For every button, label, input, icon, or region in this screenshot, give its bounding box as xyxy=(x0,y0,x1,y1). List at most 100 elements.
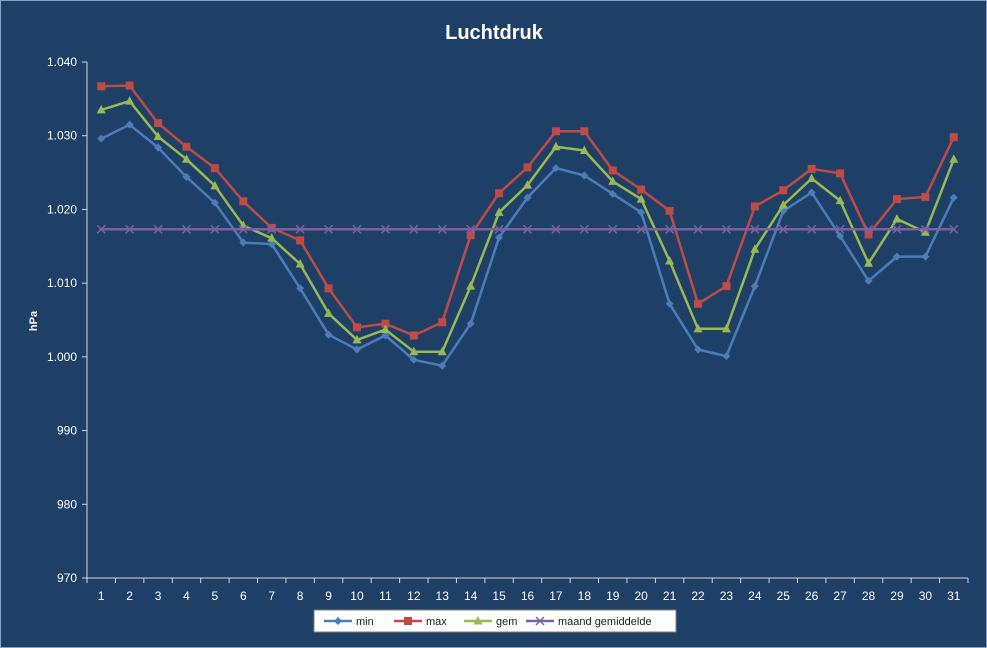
x-tick-label: 12 xyxy=(407,589,421,603)
data-point-max xyxy=(438,318,447,327)
data-point-max xyxy=(779,186,788,195)
x-tick-label: 28 xyxy=(862,589,876,603)
data-point-gem xyxy=(636,194,646,203)
data-point-min xyxy=(637,208,646,217)
data-point-maand-gemiddelde xyxy=(665,224,675,234)
data-point-min xyxy=(580,171,589,180)
data-point-max xyxy=(580,127,589,136)
data-point-gem xyxy=(466,281,476,290)
data-point-max xyxy=(892,195,901,204)
data-point-gem xyxy=(295,258,305,268)
data-point-maand-gemiddelde xyxy=(181,224,191,234)
data-point-gem xyxy=(835,195,845,205)
data-point-min xyxy=(551,164,560,173)
legend-marker-max xyxy=(404,617,412,625)
legend-label-min: min xyxy=(356,616,374,628)
x-tick-label: 13 xyxy=(436,589,450,603)
data-point-min xyxy=(836,231,845,240)
data-point-gem xyxy=(864,258,874,267)
data-point-min xyxy=(495,233,504,242)
legend-marker-gem xyxy=(473,616,483,625)
data-point-min xyxy=(296,284,305,293)
y-tick-label: 1.010 xyxy=(47,276,77,290)
data-point-maand-gemiddelde xyxy=(380,224,390,234)
data-point-max xyxy=(352,323,361,332)
data-point-gem xyxy=(153,131,163,140)
data-point-min xyxy=(210,198,219,207)
data-point-max xyxy=(125,81,134,90)
data-point-maand-gemiddelde xyxy=(864,224,874,234)
chart-title: Luchtdruk xyxy=(445,22,544,44)
data-point-max xyxy=(324,284,333,293)
legend-box xyxy=(313,609,677,633)
legend-item-max: max xyxy=(394,616,447,628)
x-tick-label: 1 xyxy=(98,589,105,603)
data-point-max xyxy=(97,82,106,91)
y-tick-label: 1.030 xyxy=(47,129,77,143)
data-point-max xyxy=(182,142,191,151)
x-tick-label: 26 xyxy=(805,589,819,603)
legend-label-maand-gemiddelde: maand gemiddelde xyxy=(558,616,652,628)
data-point-maand-gemiddelde xyxy=(210,224,220,234)
data-point-min xyxy=(722,352,731,361)
data-point-gem xyxy=(949,154,959,163)
data-point-gem xyxy=(665,256,675,265)
data-point-max xyxy=(694,299,703,308)
legend-item-maand-gemiddelde: maand gemiddelde xyxy=(526,616,652,628)
data-point-maand-gemiddelde xyxy=(750,224,760,234)
x-tick-label: 8 xyxy=(297,589,304,603)
series-gem xyxy=(96,96,959,356)
data-point-max xyxy=(750,202,759,211)
data-point-maand-gemiddelde xyxy=(324,224,334,234)
data-point-gem xyxy=(920,227,930,236)
data-point-maand-gemiddelde xyxy=(125,224,135,234)
data-point-max xyxy=(267,223,276,232)
data-point-gem xyxy=(96,104,106,114)
data-point-max xyxy=(409,331,418,340)
data-point-max xyxy=(523,163,532,172)
data-point-gem xyxy=(125,96,135,105)
y-tick-label: 1.040 xyxy=(47,55,77,69)
series-min xyxy=(97,120,958,370)
data-point-maand-gemiddelde xyxy=(352,224,362,234)
data-point-min xyxy=(324,330,333,339)
data-point-gem xyxy=(693,323,703,333)
data-point-gem xyxy=(807,173,817,182)
data-point-min xyxy=(125,120,134,129)
data-point-maand-gemiddelde xyxy=(466,224,476,234)
x-tick-label: 9 xyxy=(325,589,332,603)
data-point-max xyxy=(637,185,646,194)
x-tick-label: 31 xyxy=(947,589,961,603)
data-point-maand-gemiddelde xyxy=(153,224,163,234)
data-point-maand-gemiddelde xyxy=(409,224,419,234)
data-point-gem xyxy=(523,180,532,189)
data-point-maand-gemiddelde xyxy=(721,224,731,234)
data-point-maand-gemiddelde xyxy=(920,224,930,234)
y-axis-title: hPa xyxy=(28,310,40,331)
data-point-max xyxy=(807,164,816,173)
x-tick-label: 7 xyxy=(268,589,275,603)
data-point-min xyxy=(352,345,361,354)
data-point-gem xyxy=(210,180,220,190)
x-tick-label: 14 xyxy=(464,589,478,603)
data-point-max xyxy=(296,236,305,245)
data-point-min xyxy=(750,282,759,291)
data-point-min xyxy=(694,345,703,354)
data-point-min xyxy=(665,299,674,308)
x-tick-label: 15 xyxy=(492,589,506,603)
x-tick-label: 19 xyxy=(606,589,620,603)
data-point-min xyxy=(466,319,475,328)
data-point-maand-gemiddelde xyxy=(608,224,618,234)
x-tick-label: 18 xyxy=(578,589,592,603)
data-point-maand-gemiddelde xyxy=(238,224,248,234)
data-point-max xyxy=(210,164,219,173)
data-point-min xyxy=(921,252,930,261)
data-point-min xyxy=(608,189,617,198)
data-point-gem xyxy=(750,244,760,253)
data-point-gem xyxy=(380,324,390,334)
data-point-min xyxy=(409,355,418,364)
data-point-gem xyxy=(181,154,191,163)
series-line-gem xyxy=(100,99,955,353)
